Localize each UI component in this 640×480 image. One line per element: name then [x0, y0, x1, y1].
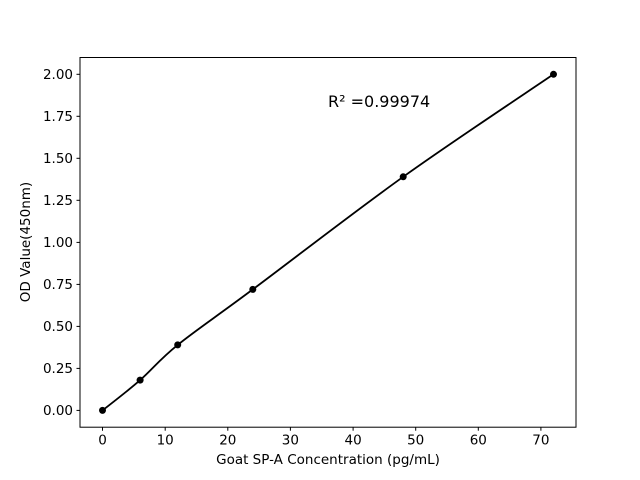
data-point-marker: [136, 376, 144, 384]
y-tick-label: 2.00: [43, 67, 73, 83]
data-point-marker: [399, 173, 407, 181]
x-axis-label: Goat SP-A Concentration (pg/mL): [216, 452, 440, 468]
data-point-marker: [174, 341, 182, 349]
y-tick-label: 0.50: [43, 319, 73, 335]
fit-line: [101, 73, 555, 412]
y-tick-label: 0.00: [43, 403, 73, 419]
y-tick-label: 0.25: [43, 361, 73, 377]
y-tick-label: 1.00: [43, 235, 73, 251]
x-tick-label: 40: [345, 433, 362, 449]
x-tick-label: 10: [157, 433, 174, 449]
y-tick-label: 1.75: [43, 109, 73, 125]
y-tick-label: 0.75: [43, 277, 73, 293]
data-point-marker: [99, 406, 106, 414]
y-tick-label: 1.25: [43, 193, 73, 209]
x-tick-label: 0: [98, 433, 107, 449]
data-point-marker: [249, 285, 257, 293]
plot-frame: [79, 57, 577, 428]
data-point-marker: [550, 70, 557, 78]
y-axis-label: OD Value(450nm): [18, 181, 34, 303]
x-tick-label: 20: [219, 433, 236, 449]
r-squared-annotation: R² =0.99974: [328, 92, 431, 112]
x-tick-label: 50: [407, 433, 424, 449]
x-tick-label: 70: [532, 433, 549, 449]
x-tick-label: 60: [470, 433, 487, 449]
x-tick-label: 30: [282, 433, 299, 449]
y-tick-label: 1.50: [43, 151, 73, 167]
